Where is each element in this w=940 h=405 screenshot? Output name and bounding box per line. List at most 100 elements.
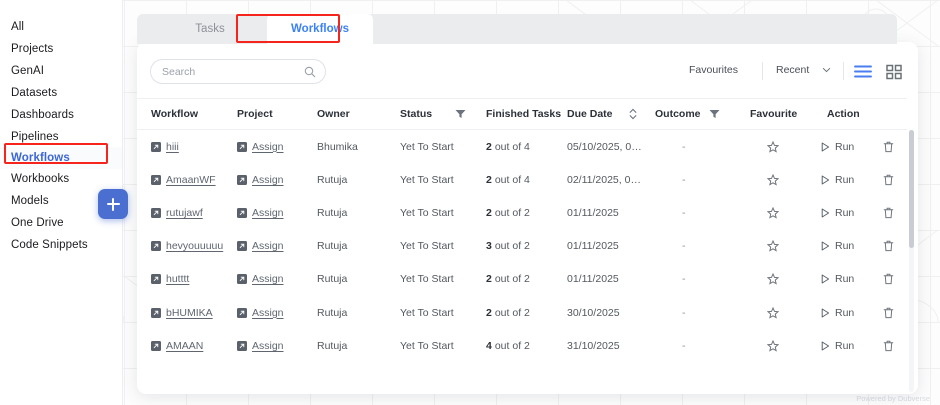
search-icon	[304, 66, 316, 77]
outcome-filter-button[interactable]	[709, 99, 720, 129]
workflow-name: bHUMIKA	[166, 306, 213, 319]
tab-tasks[interactable]: Tasks	[165, 14, 255, 44]
favourite-cell[interactable]	[767, 196, 779, 229]
run-button[interactable]: Run	[821, 230, 854, 263]
favourite-star-icon[interactable]	[767, 206, 779, 219]
table-row[interactable]: hiii Assign Bhumika Yet To Start 2 out of 4 05…	[137, 130, 907, 163]
sidebar-item-all[interactable]: All	[0, 16, 122, 38]
column-header-status[interactable]: Status	[400, 99, 432, 129]
run-button[interactable]: Run	[821, 196, 854, 229]
table-row[interactable]: AMAAN Assign Rutuja Yet To Start 4 out of 2 31…	[137, 329, 907, 362]
delete-button[interactable]	[883, 230, 894, 263]
project-assign-link[interactable]: Assign	[237, 196, 284, 229]
favourite-star-icon[interactable]	[767, 240, 779, 252]
finished-tasks-cell: 4 out of 2	[486, 329, 530, 362]
column-header-project[interactable]: Project	[237, 99, 273, 129]
project-assign-link[interactable]: Assign	[237, 296, 284, 329]
favourite-cell[interactable]	[767, 163, 779, 196]
workflow-link[interactable]: AMAAN	[151, 329, 203, 362]
workflow-link[interactable]: bHUMIKA	[151, 296, 213, 329]
run-button[interactable]: Run	[821, 130, 854, 163]
delete-icon[interactable]	[883, 340, 894, 352]
favourite-cell[interactable]	[767, 263, 779, 296]
delete-icon[interactable]	[883, 141, 894, 153]
favourites-button[interactable]: Favourites	[689, 64, 738, 76]
favourite-cell[interactable]	[767, 329, 779, 362]
project-assign-link[interactable]: Assign	[237, 230, 284, 263]
delete-button[interactable]	[883, 329, 894, 362]
delete-icon[interactable]	[883, 273, 894, 285]
workflow-link[interactable]: hevyouuuuu	[151, 230, 223, 263]
run-button[interactable]: Run	[821, 163, 854, 196]
favourite-star-icon[interactable]	[767, 140, 779, 153]
delete-icon[interactable]	[883, 207, 894, 219]
delete-button[interactable]	[883, 263, 894, 296]
sidebar-item-models[interactable]: Models	[0, 190, 122, 212]
project-assign-link[interactable]: Assign	[237, 130, 284, 163]
sidebar-item-one-drive[interactable]: One Drive	[0, 212, 122, 234]
sidebar-item-dashboards[interactable]: Dashboards	[0, 104, 122, 126]
delete-button[interactable]	[883, 296, 894, 329]
sidebar-item-genai[interactable]: GenAI	[0, 60, 122, 82]
favourite-cell[interactable]	[767, 230, 779, 263]
sidebar-item-code-snippets[interactable]: Code Snippets	[0, 234, 122, 256]
external-link-icon	[151, 141, 161, 152]
outcome-cell: -	[682, 230, 686, 263]
sort-select[interactable]: Recent	[776, 64, 831, 76]
sidebar-item-workflows[interactable]: Workflows	[0, 147, 122, 169]
workflows-panel: Favourites Recent Workflow Project Owner…	[137, 42, 918, 394]
column-header-outcome[interactable]: Outcome	[655, 99, 701, 129]
sidebar-item-workbooks[interactable]: Workbooks	[0, 168, 122, 190]
favourite-star-icon[interactable]	[767, 273, 779, 286]
powered-by-label: Powered by Dubverse	[856, 394, 930, 403]
search-input[interactable]	[160, 64, 304, 79]
finished-tasks-cell: 2 out of 2	[486, 263, 530, 296]
sidebar-item-projects[interactable]: Projects	[0, 38, 122, 60]
external-link-icon	[151, 340, 161, 351]
scrollbar-track[interactable]	[909, 130, 914, 392]
column-header-workflow[interactable]: Workflow	[151, 99, 198, 129]
favourite-star-icon[interactable]	[767, 173, 779, 186]
column-header-action[interactable]: Action	[827, 99, 860, 129]
workflow-link[interactable]: hutttt	[151, 263, 189, 296]
add-button[interactable]	[98, 189, 128, 219]
column-header-owner[interactable]: Owner	[317, 99, 350, 129]
delete-button[interactable]	[883, 196, 894, 229]
column-header-finished-tasks[interactable]: Finished Tasks	[486, 99, 561, 129]
status-filter-button[interactable]	[455, 99, 466, 129]
favourite-star-icon[interactable]	[767, 339, 779, 352]
sidebar-item-pipelines[interactable]: Pipelines	[0, 126, 122, 148]
project-assign-link[interactable]: Assign	[237, 329, 284, 362]
column-header-due-date[interactable]: Due Date	[567, 99, 613, 129]
table-row[interactable]: bHUMIKA Assign Rutuja Yet To Start 2 out of 2…	[137, 296, 907, 329]
table-row[interactable]: hutttt Assign Rutuja Yet To Start 2 out of 2 0…	[137, 263, 907, 296]
sidebar-item-datasets[interactable]: Datasets	[0, 82, 122, 104]
table-row[interactable]: AmaanWF Assign Rutuja Yet To Start 2 out of 4…	[137, 163, 907, 196]
column-header-favourite[interactable]: Favourite	[750, 99, 797, 129]
delete-button[interactable]	[883, 163, 894, 196]
workflow-link[interactable]: AmaanWF	[151, 163, 216, 196]
tab-workflows[interactable]: Workflows	[267, 14, 373, 44]
favourite-cell[interactable]	[767, 296, 779, 329]
delete-icon[interactable]	[883, 307, 894, 319]
run-button[interactable]: Run	[821, 329, 854, 362]
project-assign-link[interactable]: Assign	[237, 263, 284, 296]
delete-button[interactable]	[883, 130, 894, 163]
workflow-link[interactable]: rutujawf	[151, 196, 203, 229]
run-button[interactable]: Run	[821, 263, 854, 296]
table-row[interactable]: hevyouuuuu Assign Rutuja Yet To Start 3 out o…	[137, 230, 907, 263]
workflow-link[interactable]: hiii	[151, 130, 179, 163]
status-cell: Yet To Start	[400, 296, 454, 329]
search-box[interactable]	[150, 59, 326, 84]
due-date-sort-button[interactable]	[629, 99, 637, 129]
favourite-cell[interactable]	[767, 130, 779, 163]
delete-icon[interactable]	[883, 174, 894, 186]
delete-icon[interactable]	[883, 240, 894, 252]
project-assign-link[interactable]: Assign	[237, 163, 284, 196]
scrollbar-thumb[interactable]	[909, 130, 914, 248]
favourite-star-icon[interactable]	[767, 306, 779, 319]
run-button[interactable]: Run	[821, 296, 854, 329]
table-row[interactable]: rutujawf Assign Rutuja Yet To Start 2 out of …	[137, 196, 907, 229]
list-view-icon[interactable]	[853, 63, 873, 80]
grid-view-icon[interactable]	[885, 63, 903, 80]
